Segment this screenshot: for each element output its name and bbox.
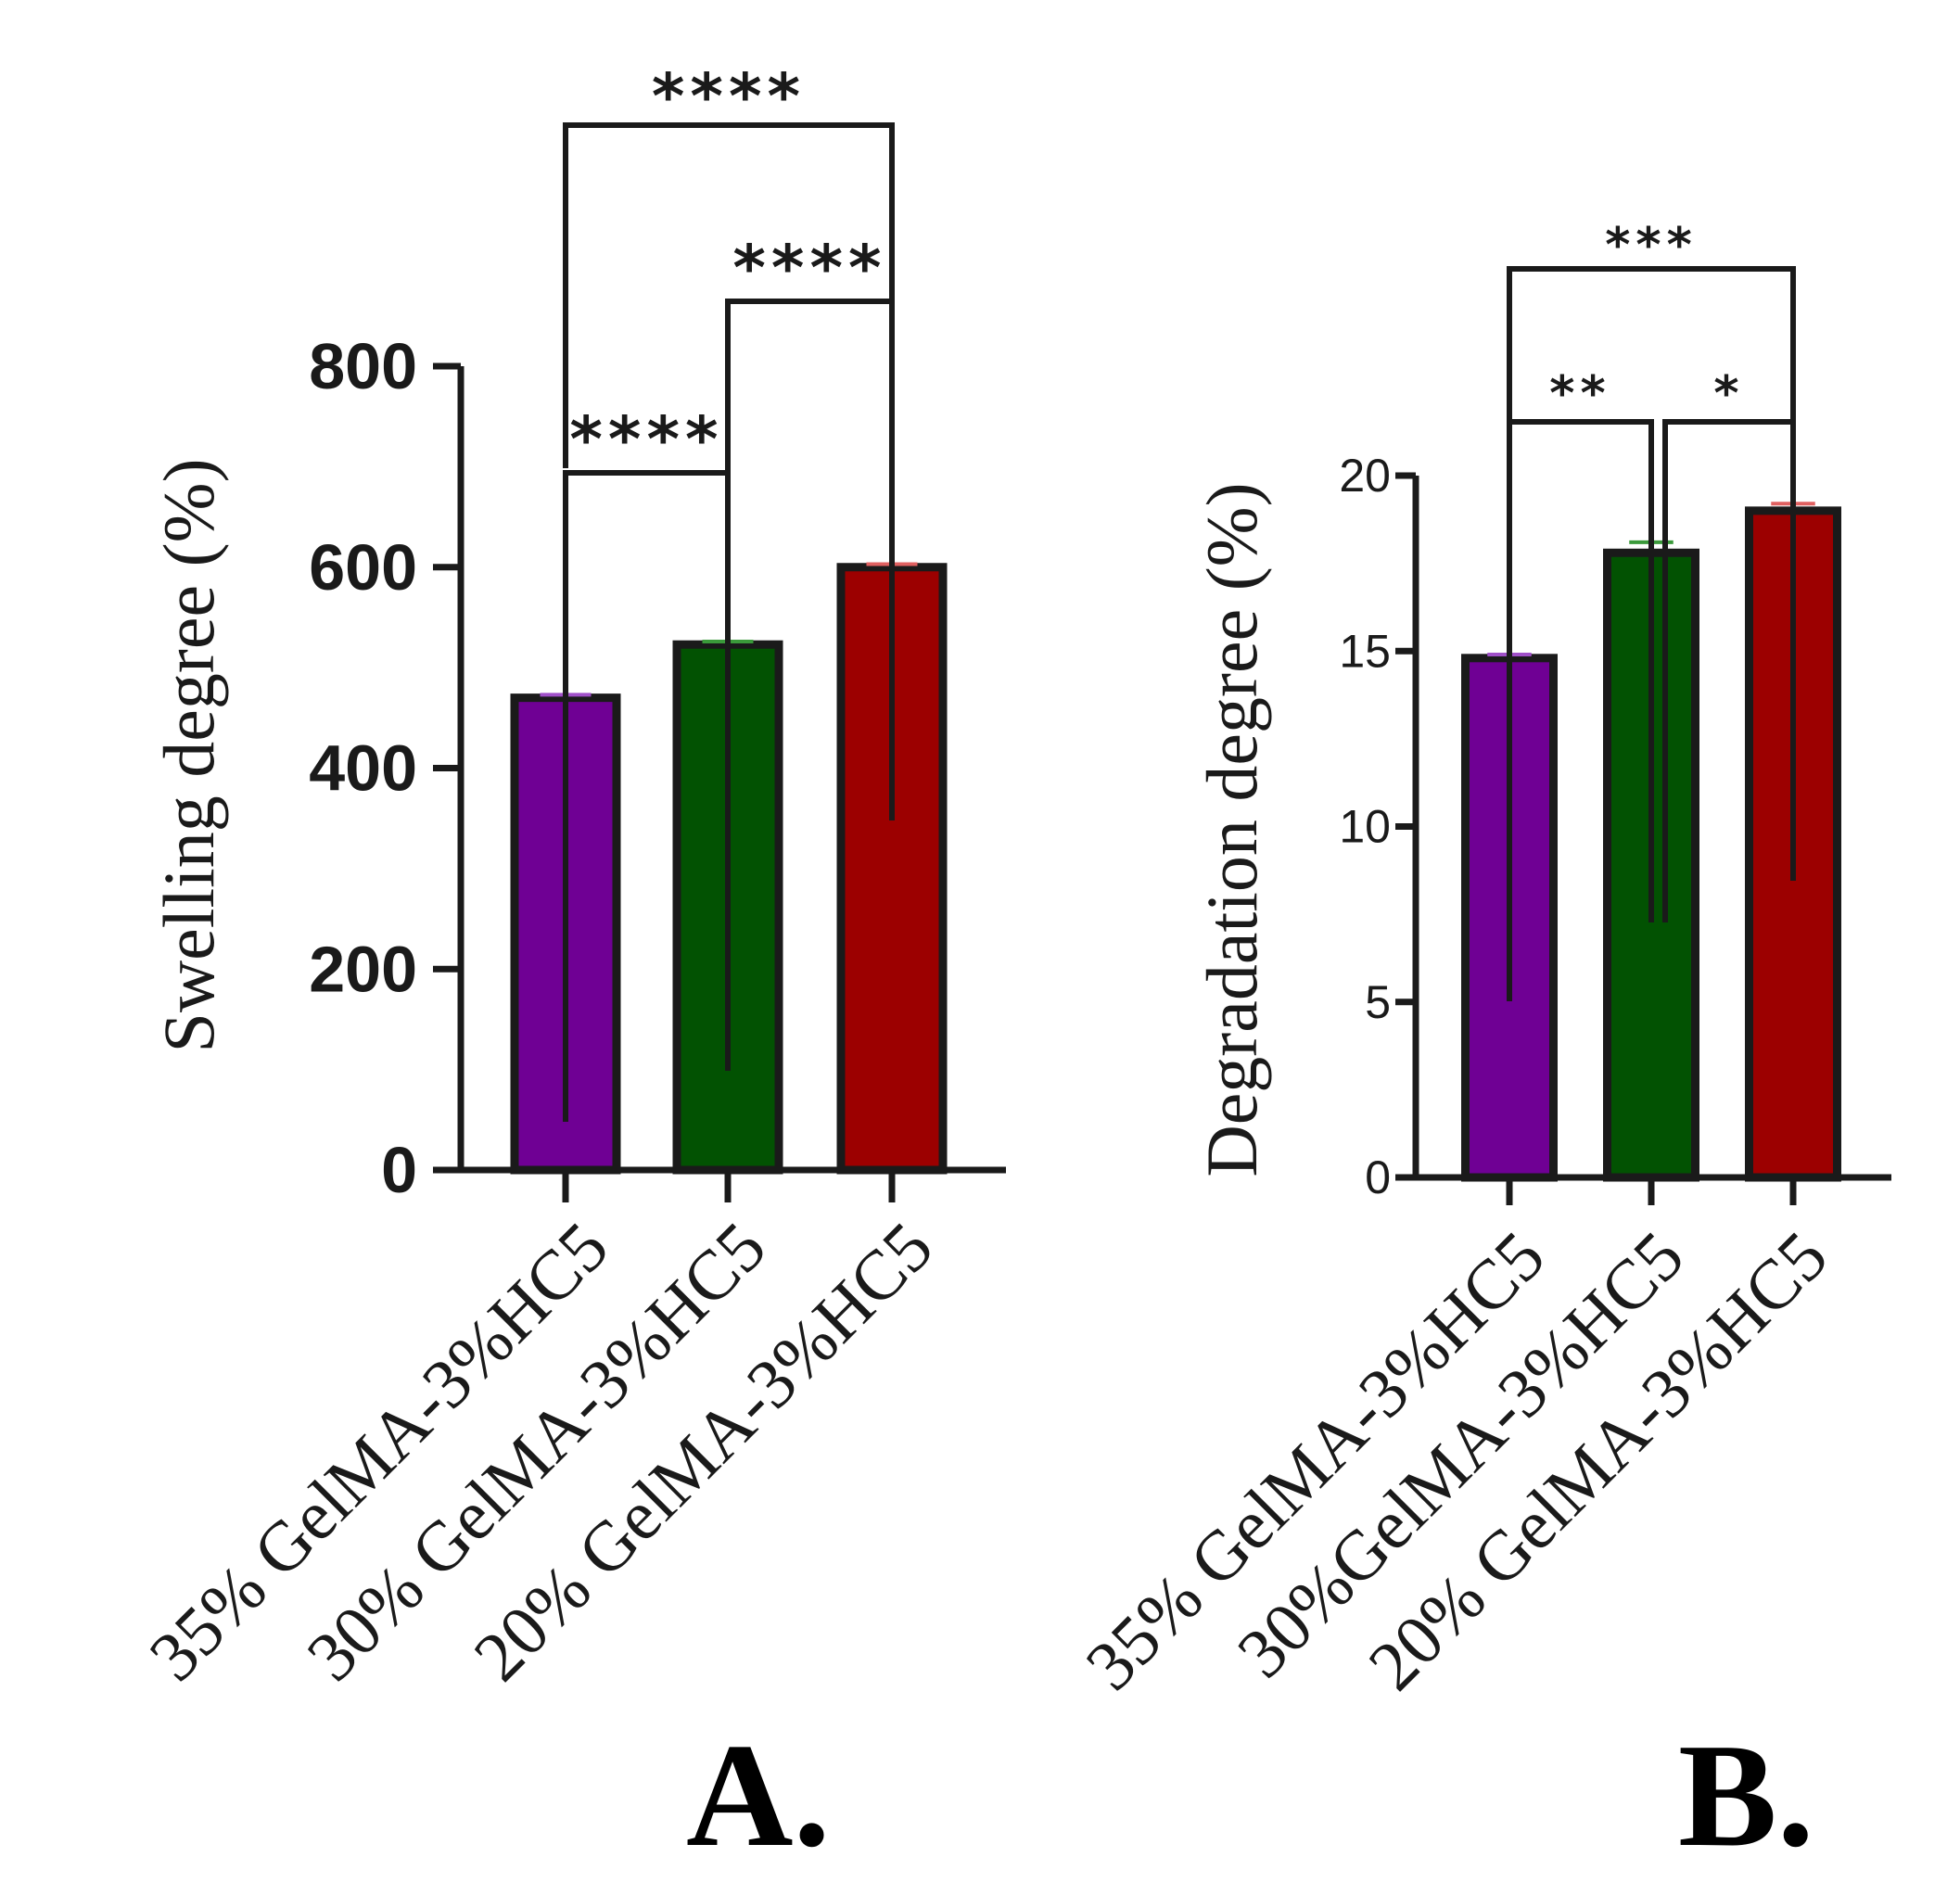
b-panel-letter: B.: [1678, 1712, 1814, 1877]
a-y-tick-label: 200: [309, 933, 417, 1005]
a-significance-label: ****: [569, 404, 723, 477]
a-y-tick-label: 800: [309, 330, 417, 402]
b-y-axis-title: Degradation degree (%): [1191, 482, 1272, 1176]
b-significance-label: *: [1713, 366, 1744, 422]
a-y-tick-label: 600: [309, 531, 417, 604]
b-significance-label: **: [1549, 366, 1610, 422]
a-y-axis-title: Swelling degree (%): [148, 458, 229, 1052]
a-significance-label: ****: [652, 61, 806, 134]
a-significance-bracket: [563, 122, 895, 468]
b-significance-bracket: [1662, 419, 1796, 922]
a-significance-bracket: [563, 470, 731, 1122]
b-y-tick-label: 20: [1339, 450, 1391, 502]
b-y-tick-label: 10: [1339, 801, 1391, 853]
a-y-tick-label: 400: [309, 732, 417, 805]
a-significance-label: ****: [732, 233, 886, 306]
a-panel-letter: A.: [686, 1712, 831, 1877]
b-y-tick-label: 0: [1365, 1151, 1391, 1203]
b-y-tick-label: 15: [1339, 625, 1391, 677]
a-y-tick-label: 0: [381, 1134, 417, 1206]
b-significance-bracket: [1507, 419, 1654, 1001]
b-significance-label: ***: [1605, 218, 1698, 273]
b-y-tick-label: 5: [1365, 976, 1391, 1028]
